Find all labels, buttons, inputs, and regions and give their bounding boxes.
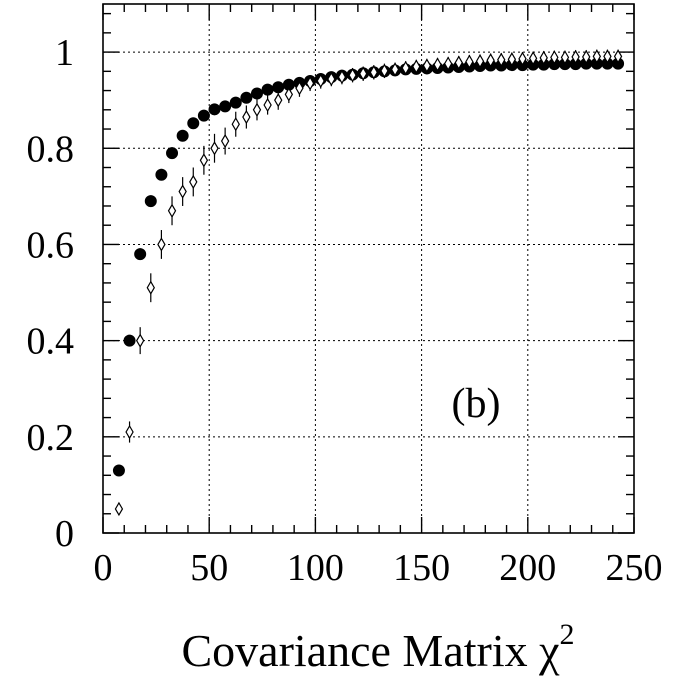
x-tick-label: 200: [499, 547, 556, 589]
data-point-open-diamond: [135, 333, 145, 348]
data-point-open-diamond: [518, 51, 527, 67]
data-point-open-diamond: [380, 63, 389, 79]
data-point-open-diamond: [507, 52, 517, 67]
plot-frame: [102, 3, 635, 534]
data-point-open-diamond: [528, 51, 538, 66]
data-point-open-diamond: [390, 62, 400, 77]
x-axis-title-text: Covariance Matrix χ: [181, 625, 560, 676]
y-tick-label: 0.2: [27, 417, 75, 459]
x-axis-title-superscript: 2: [560, 618, 575, 651]
data-point-open-diamond: [157, 237, 166, 252]
data-point-open-diamond: [167, 203, 177, 218]
data-point-filled-circle: [229, 96, 242, 109]
data-point-open-diamond: [274, 92, 283, 108]
data-point-open-diamond: [550, 50, 559, 65]
data-point-open-diamond: [422, 58, 432, 73]
x-tick-label: 250: [606, 547, 663, 589]
data-point-filled-circle: [240, 91, 253, 104]
data-point-open-diamond: [284, 87, 294, 102]
data-point-open-diamond: [603, 49, 612, 64]
data-point-open-diamond: [231, 117, 240, 132]
data-point-filled-circle: [261, 83, 274, 96]
data-point-open-diamond: [242, 109, 251, 125]
data-point-filled-circle: [166, 147, 179, 160]
y-tick-label: 0.4: [27, 321, 75, 363]
data-point-open-diamond: [178, 184, 187, 199]
data-point-open-diamond: [305, 76, 315, 91]
x-axis-title: Covariance Matrix χ2: [181, 618, 574, 676]
y-tick-label: 0: [55, 513, 74, 555]
data-point-filled-circle: [219, 100, 232, 113]
y-tick-label: 0.6: [27, 224, 75, 266]
data-point-filled-circle: [197, 109, 210, 122]
data-point-open-diamond: [475, 54, 485, 69]
data-point-filled-circle: [250, 87, 263, 100]
data-point-open-diamond: [146, 280, 155, 295]
data-point-filled-circle: [123, 334, 136, 347]
data-point-open-diamond: [114, 501, 124, 517]
data-point-open-diamond: [125, 424, 134, 440]
data-point-filled-circle: [134, 248, 147, 261]
data-point-open-diamond: [582, 49, 591, 65]
data-point-open-diamond: [613, 49, 623, 64]
data-point-filled-circle: [155, 168, 168, 181]
data-point-open-diamond: [199, 153, 209, 168]
data-point-open-diamond: [571, 49, 580, 65]
data-point-open-diamond: [295, 80, 304, 96]
grid-lines: [103, 4, 634, 533]
x-tick-label: 150: [393, 547, 450, 589]
data-point-open-diamond: [401, 60, 410, 76]
axis-ticks: [102, 4, 635, 534]
data-point-open-diamond: [210, 141, 219, 156]
data-point-open-diamond: [465, 54, 474, 69]
data-point-open-diamond: [189, 174, 198, 190]
data-point-open-diamond: [497, 52, 506, 67]
data-point-open-diamond: [454, 55, 463, 70]
data-point-filled-circle: [176, 129, 189, 142]
data-point-open-diamond: [337, 69, 347, 85]
data-point-open-diamond: [592, 49, 602, 64]
data-point-open-diamond: [220, 133, 230, 149]
data-point-open-diamond: [252, 102, 262, 117]
data-point-filled-circle: [144, 195, 157, 208]
data-point-open-diamond: [369, 65, 379, 80]
data-point-open-diamond: [443, 56, 453, 71]
data-point-open-diamond: [560, 50, 570, 65]
y-tick-labels: 0 0.2 0.4 0.6 0.8 1: [27, 32, 75, 555]
data-point-open-diamond: [486, 53, 495, 68]
data-point-filled-circle: [112, 464, 125, 477]
data-point-open-diamond: [316, 73, 325, 89]
data-point-open-diamond: [348, 67, 357, 83]
data-point-open-diamond: [358, 66, 368, 81]
x-tick-labels: 0 50 100 150 200 250: [94, 547, 663, 589]
data-point-filled-circle: [187, 117, 200, 130]
x-tick-label: 100: [287, 547, 344, 589]
data-point-open-diamond: [412, 59, 421, 74]
series-open-diamond: [114, 49, 623, 517]
x-tick-label: 50: [190, 547, 228, 589]
y-tick-label: 0.8: [27, 128, 75, 170]
panel-label: (b): [452, 381, 501, 427]
data-point-open-diamond: [539, 50, 548, 66]
data-point-open-diamond: [263, 97, 272, 113]
data-point-open-diamond: [327, 71, 336, 87]
data-series: [112, 49, 625, 517]
series-filled-circle: [112, 57, 625, 477]
x-tick-label: 0: [94, 547, 113, 589]
data-point-open-diamond: [433, 57, 442, 72]
y-tick-label: 1: [55, 32, 74, 74]
data-point-filled-circle: [208, 103, 221, 116]
